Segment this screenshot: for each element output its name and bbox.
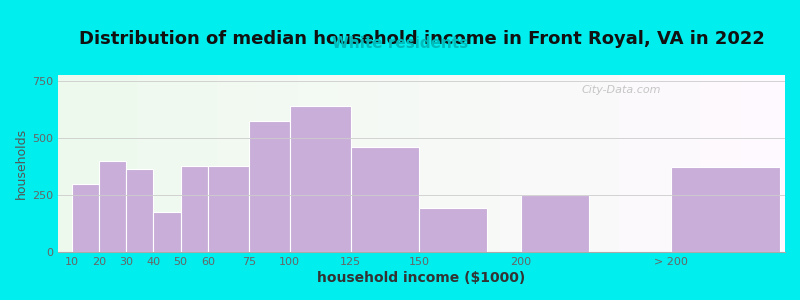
Bar [249,121,290,252]
Bar [72,184,99,252]
Bar [350,147,419,252]
X-axis label: household income ($1000): household income ($1000) [318,271,526,285]
Bar [419,208,487,252]
Bar [290,106,350,252]
Bar [181,166,208,252]
Bar [99,161,126,252]
Y-axis label: households: households [15,128,28,199]
Bar [670,167,779,252]
Bar [521,195,589,252]
Bar [154,212,181,252]
Title: Distribution of median household income in Front Royal, VA in 2022: Distribution of median household income … [78,30,765,48]
Text: City-Data.com: City-Data.com [582,85,661,95]
Bar [126,169,154,252]
Text: White residents: White residents [332,36,468,51]
Bar [208,166,249,252]
